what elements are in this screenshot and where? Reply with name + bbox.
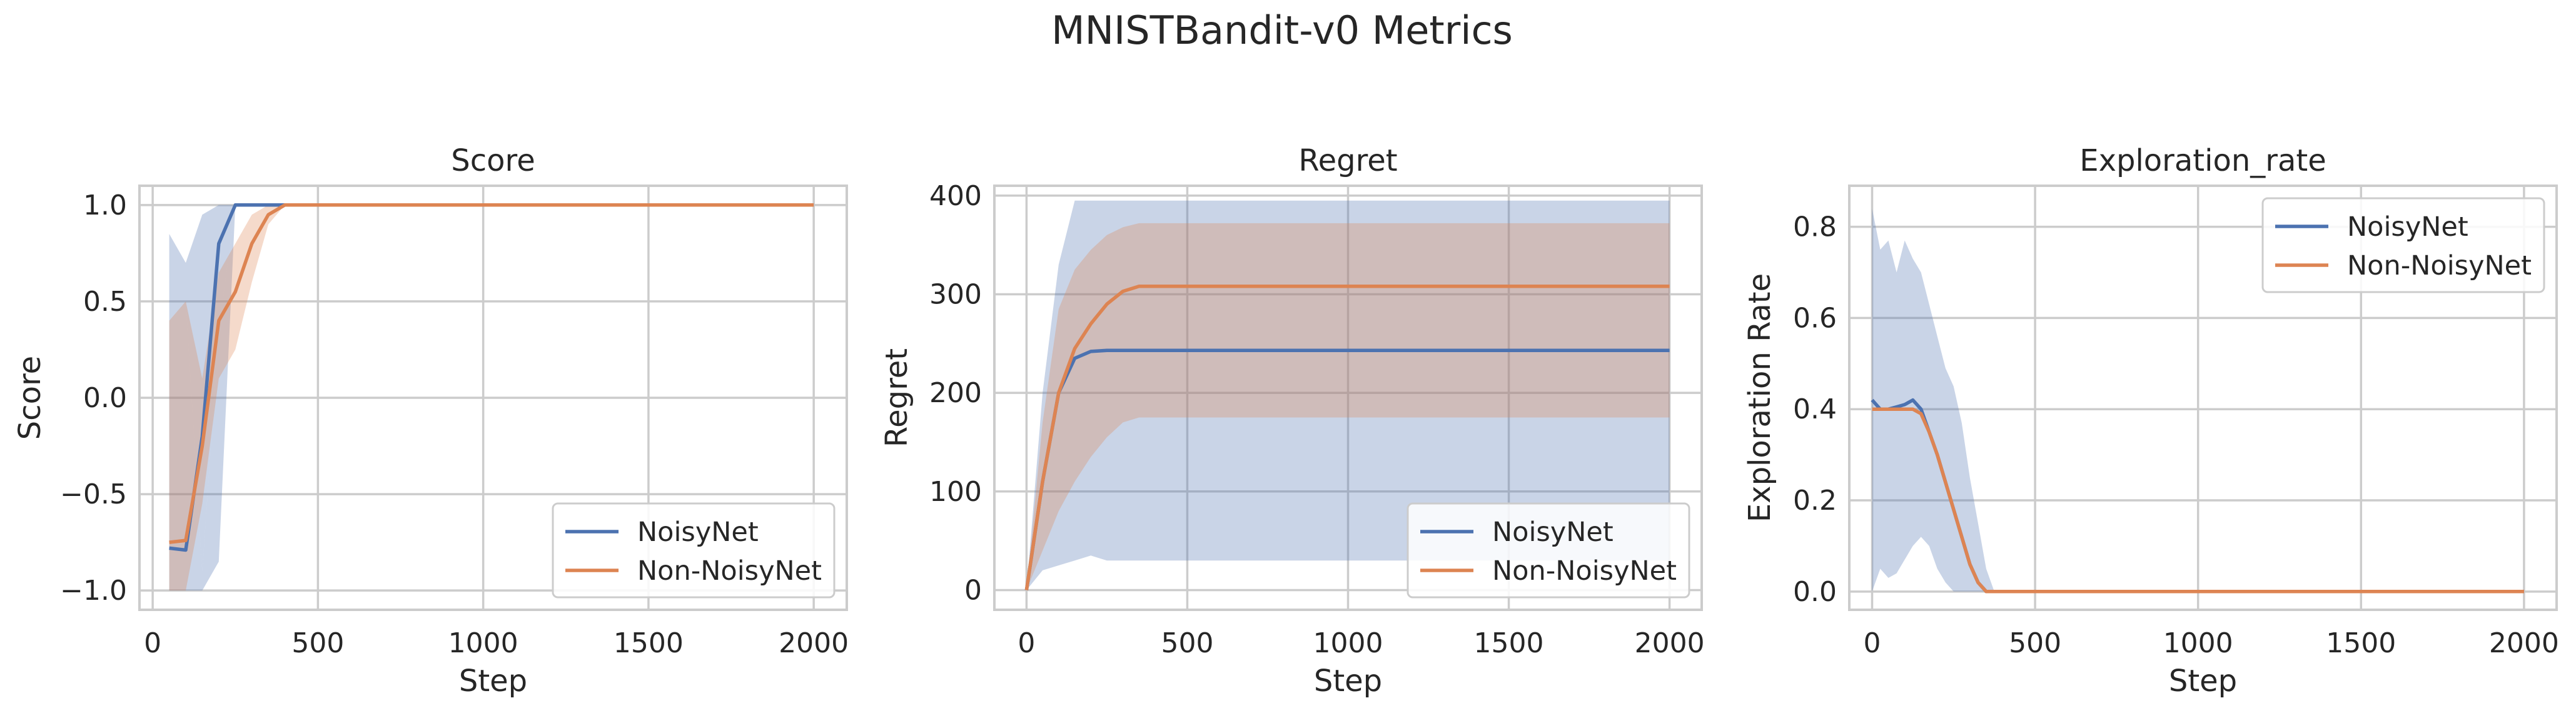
y-tick-label: 0.0: [1793, 576, 1837, 608]
chart-panel-exploration-rate: 0 500 1000 1500 2000 0.0 0.2 0.4 0.6 0.8 Explorati…: [1742, 143, 2559, 699]
y-tick-label: 400: [929, 180, 982, 212]
y-tick-label: 0.8: [1793, 211, 1837, 243]
y-tick-label: 0.4: [1793, 393, 1837, 425]
legend: NoisyNet Non-NoisyNet: [552, 502, 836, 599]
x-tick-label: 1500: [2326, 627, 2396, 659]
plot-content: [1024, 200, 1670, 590]
x-tick-label: 2000: [2489, 627, 2559, 659]
plot-frame: [993, 185, 1703, 611]
confidence-band-non-noisynet: [1026, 223, 1670, 590]
confidence-band-noisynet: [1872, 208, 2524, 592]
y-tick-label: 0.5: [83, 286, 127, 318]
x-tick-label: 500: [1161, 627, 1213, 659]
x-tick-label: 1500: [614, 627, 684, 659]
subplot-title: Exploration_rate: [2079, 143, 2326, 178]
legend-label-noisynet: NoisyNet: [2347, 211, 2468, 243]
legend: NoisyNet Non-NoisyNet: [2261, 197, 2545, 293]
plot-content: [169, 203, 814, 591]
y-tick-label: 1.0: [83, 190, 127, 221]
y-tick-label: 0.6: [1793, 302, 1837, 334]
x-axis-label: Step: [1314, 664, 1382, 699]
plot-frame: [1848, 185, 2558, 611]
x-tick-label: 1000: [1313, 627, 1383, 659]
x-tick-label: 500: [291, 627, 344, 659]
y-tick-label: 300: [929, 278, 982, 310]
confidence-band-noisynet: [1026, 200, 1670, 590]
legend-label-non-noisynet: Non-NoisyNet: [1492, 555, 1677, 587]
y-tick-label: 0: [964, 574, 982, 606]
y-tick-label: 0.2: [1793, 485, 1837, 517]
y-axis-label: Score: [13, 356, 48, 440]
legend-label-non-noisynet: Non-NoisyNet: [2347, 250, 2532, 281]
y-tick-label: −0.5: [60, 478, 127, 510]
x-tick-label: 500: [2009, 627, 2061, 659]
legend-label-non-noisynet: Non-NoisyNet: [637, 555, 822, 587]
x-axis-label: Step: [2169, 664, 2237, 699]
x-tick-label: 2000: [779, 627, 849, 659]
series-line-non-noisynet: [169, 203, 814, 544]
x-tick-label: 0: [144, 627, 161, 659]
legend-label-noisynet: NoisyNet: [637, 517, 759, 548]
subplot-title: Score: [451, 143, 535, 178]
x-tick-label: 0: [1018, 627, 1035, 659]
legend: NoisyNet Non-NoisyNet: [1407, 502, 1690, 599]
y-tick-label: 100: [929, 476, 982, 508]
legend-box: [1407, 502, 1690, 599]
series-line-non-noisynet: [1872, 407, 2524, 594]
y-axis-label: Regret: [879, 348, 914, 447]
legend-label-noisynet: NoisyNet: [1492, 517, 1614, 548]
series-line-non-noisynet: [1024, 285, 1670, 590]
subplot-title: Regret: [1298, 143, 1397, 178]
y-axis-label: Exploration Rate: [1742, 273, 1777, 522]
x-axis-label: Step: [459, 664, 527, 699]
y-tick-label: 0.0: [83, 382, 127, 414]
plot-content: [1871, 208, 2524, 594]
x-tick-label: 1500: [1474, 627, 1544, 659]
x-tick-label: 1000: [2163, 627, 2233, 659]
y-tick-label: −1.0: [60, 575, 127, 607]
x-tick-label: 1000: [448, 627, 518, 659]
chart-panel-regret: 0 500 1000 1500 2000 0 100 200 300 400 Regret Step R…: [879, 143, 1705, 699]
figure-title: MNISTBandit-v0 Metrics: [1051, 8, 1513, 53]
legend-box: [552, 502, 836, 599]
plot-frame: [138, 185, 848, 611]
x-tick-label: 2000: [1635, 627, 1705, 659]
x-tick-label: 0: [1863, 627, 1881, 659]
legend-box: [2261, 197, 2545, 293]
y-tick-label: 200: [929, 377, 982, 409]
chart-panel-score: 0 500 1000 1500 2000 −1.0 −0.5 0.0 0.5 1.0 Score St…: [13, 143, 849, 699]
